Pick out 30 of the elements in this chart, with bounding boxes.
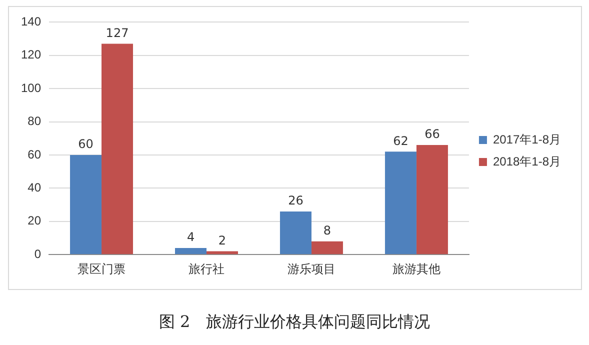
data-label: 8 xyxy=(323,223,332,238)
bar xyxy=(280,211,312,254)
data-label: 66 xyxy=(424,127,440,142)
y-tick-label: 40 xyxy=(28,180,42,195)
bar xyxy=(416,145,448,254)
x-tick-label: 游乐项目 xyxy=(287,262,336,276)
bar xyxy=(102,44,134,254)
bar xyxy=(311,241,343,254)
y-tick-label: 0 xyxy=(34,246,42,261)
data-label: 60 xyxy=(78,137,94,152)
data-label: 4 xyxy=(186,230,195,244)
data-label: 62 xyxy=(393,134,408,148)
data-label: 127 xyxy=(106,26,129,40)
x-tick-label: 旅游其他 xyxy=(392,262,440,276)
caption: 图 2 旅游行业价格具体问题同比情况 xyxy=(158,312,432,333)
bar xyxy=(175,248,206,254)
y-tick-label: 20 xyxy=(28,214,42,228)
x-tick-label: 景区门票 xyxy=(78,262,126,276)
data-label: 2 xyxy=(218,233,226,248)
y-tick-label: 140 xyxy=(20,14,42,29)
y-tick-label: 100 xyxy=(20,80,42,95)
data-label: 26 xyxy=(288,194,304,208)
y-tick-label: 60 xyxy=(28,147,42,162)
x-tick-label: 旅行社 xyxy=(188,262,224,276)
legend-label: 2018年1-8月 xyxy=(492,154,562,168)
bar xyxy=(70,155,102,254)
bar xyxy=(384,152,416,254)
legend-label: 2017年1-8月 xyxy=(492,132,562,146)
y-tick-label: 80 xyxy=(28,114,42,128)
y-tick-label: 120 xyxy=(20,48,42,62)
